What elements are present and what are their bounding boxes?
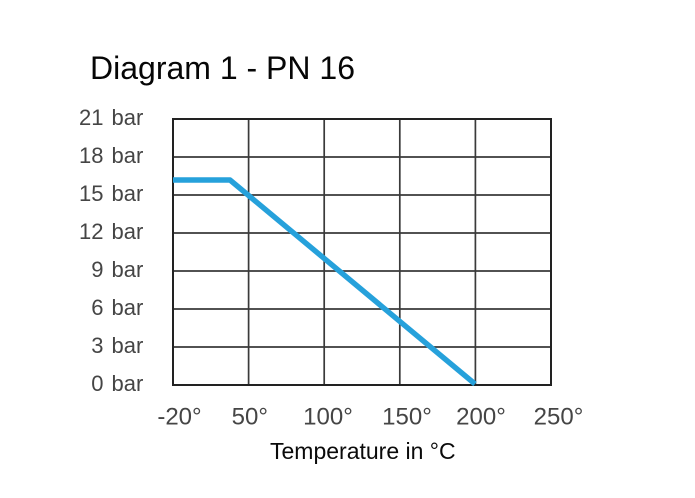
svg-text:3: 3	[91, 333, 103, 358]
svg-text:bar: bar	[112, 333, 144, 358]
svg-text:18: 18	[79, 143, 103, 168]
svg-text:bar: bar	[112, 371, 144, 396]
svg-text:50°: 50°	[232, 404, 268, 431]
svg-text:12: 12	[79, 219, 103, 244]
svg-text:150°: 150°	[382, 404, 432, 431]
svg-text:bar: bar	[112, 105, 144, 130]
svg-text:bar: bar	[112, 181, 144, 206]
svg-text:bar: bar	[112, 257, 144, 282]
svg-text:-20°: -20°	[157, 404, 201, 431]
svg-text:6: 6	[91, 295, 103, 320]
svg-text:0: 0	[91, 371, 103, 396]
svg-text:21: 21	[79, 105, 103, 130]
svg-text:15: 15	[79, 181, 103, 206]
svg-text:9: 9	[91, 257, 103, 282]
svg-text:200°: 200°	[456, 404, 506, 431]
svg-text:Temperature in °C: Temperature in °C	[270, 438, 456, 464]
svg-text:100°: 100°	[303, 404, 353, 431]
svg-text:bar: bar	[112, 295, 144, 320]
svg-text:250°: 250°	[534, 404, 584, 431]
svg-text:bar: bar	[112, 219, 144, 244]
svg-text:bar: bar	[112, 143, 144, 168]
svg-text:Diagram 1 - PN 16: Diagram 1 - PN 16	[90, 50, 355, 86]
